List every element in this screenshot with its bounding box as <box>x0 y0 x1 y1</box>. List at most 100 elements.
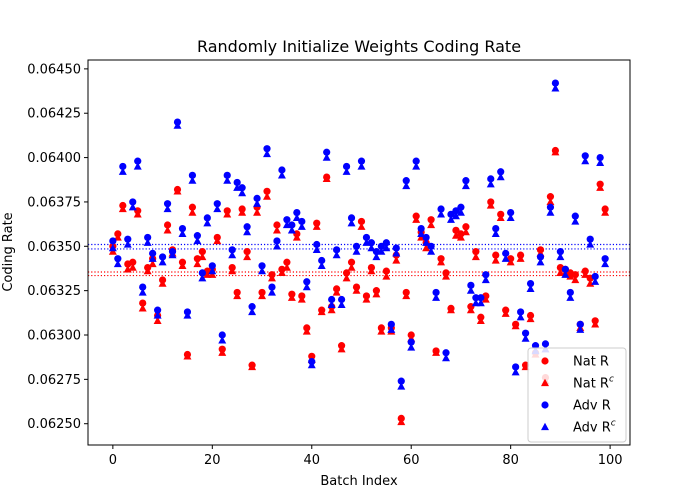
data-point <box>248 303 256 311</box>
data-point <box>427 247 436 255</box>
data-point <box>119 162 127 171</box>
data-point <box>412 157 420 165</box>
data-point <box>601 208 610 216</box>
data-point <box>278 166 286 174</box>
series-group <box>108 84 610 390</box>
data-point <box>377 247 386 255</box>
data-point <box>347 263 356 271</box>
data-point <box>213 236 222 245</box>
data-point <box>297 222 306 230</box>
data-point <box>422 243 431 252</box>
data-point <box>481 275 490 284</box>
data-point <box>536 258 545 266</box>
data-point <box>581 270 590 278</box>
data-point <box>128 263 137 271</box>
data-point <box>277 268 286 277</box>
legend-marker <box>541 422 549 431</box>
data-point <box>526 284 535 293</box>
data-point <box>233 183 242 191</box>
data-point <box>531 342 540 350</box>
data-point <box>546 203 555 211</box>
data-point <box>402 291 411 300</box>
data-point <box>521 329 530 337</box>
data-point <box>327 300 336 308</box>
data-point <box>238 188 247 197</box>
data-point <box>173 121 182 129</box>
data-point <box>148 254 157 262</box>
legend-marker <box>541 378 549 387</box>
data-point <box>591 272 599 281</box>
data-point <box>487 175 495 183</box>
data-point <box>506 258 515 266</box>
data-point <box>158 279 167 287</box>
data-point <box>511 368 520 376</box>
data-point <box>114 255 122 263</box>
chart-title: Randomly Initialize Weights Coding Rate <box>197 37 521 56</box>
data-point <box>118 204 127 213</box>
data-point <box>357 222 366 230</box>
data-point <box>566 293 575 301</box>
data-point <box>517 308 525 316</box>
data-point <box>313 240 321 249</box>
data-point <box>263 187 271 195</box>
data-point <box>218 348 227 356</box>
data-point <box>228 246 236 254</box>
data-point <box>596 153 604 162</box>
data-point <box>452 226 460 234</box>
data-point <box>133 210 142 218</box>
data-point <box>477 294 485 302</box>
data-point <box>511 321 520 330</box>
legend: Nat R Nat Rc Adv R Adv Rc <box>527 347 627 443</box>
data-point <box>248 307 257 316</box>
data-point <box>462 223 470 231</box>
data-point <box>163 221 172 229</box>
data-point <box>586 235 594 243</box>
data-point <box>347 258 356 266</box>
data-point <box>512 363 520 371</box>
data-point <box>506 213 515 222</box>
data-point <box>158 258 167 266</box>
data-point <box>551 84 560 92</box>
x-tick-label: 100 <box>598 453 623 468</box>
data-point <box>282 263 291 271</box>
data-point <box>327 305 336 314</box>
data-point <box>576 325 585 333</box>
data-point <box>129 198 137 206</box>
data-point <box>268 283 276 291</box>
data-point <box>601 255 609 263</box>
data-point <box>312 245 321 253</box>
data-point <box>258 266 267 275</box>
data-point <box>193 255 201 263</box>
data-point <box>502 249 510 257</box>
data-point <box>382 267 390 275</box>
data-point <box>476 316 485 324</box>
data-point <box>193 236 202 245</box>
y-tick-label: 0.06375 <box>27 195 81 210</box>
data-point <box>198 248 206 256</box>
data-point <box>153 316 162 324</box>
data-point <box>238 208 247 216</box>
data-point <box>496 213 505 222</box>
data-point <box>437 205 445 213</box>
data-point <box>113 259 122 268</box>
data-point <box>188 171 197 179</box>
data-point <box>322 153 331 161</box>
data-point <box>283 216 291 224</box>
data-point <box>442 272 451 280</box>
x-tick-label: 60 <box>403 453 420 468</box>
data-point <box>471 252 480 261</box>
data-point <box>442 353 451 362</box>
data-point <box>447 305 455 314</box>
data-point <box>496 172 505 181</box>
data-point <box>292 213 301 222</box>
legend-label: Adv Rc <box>573 419 616 436</box>
data-point <box>307 360 316 369</box>
data-point <box>178 224 187 233</box>
data-point <box>198 269 206 277</box>
data-point <box>447 210 455 218</box>
data-point <box>134 157 142 165</box>
y-tick-label: 0.06325 <box>27 284 81 299</box>
legend-marker <box>541 401 549 409</box>
data-point <box>323 148 331 156</box>
